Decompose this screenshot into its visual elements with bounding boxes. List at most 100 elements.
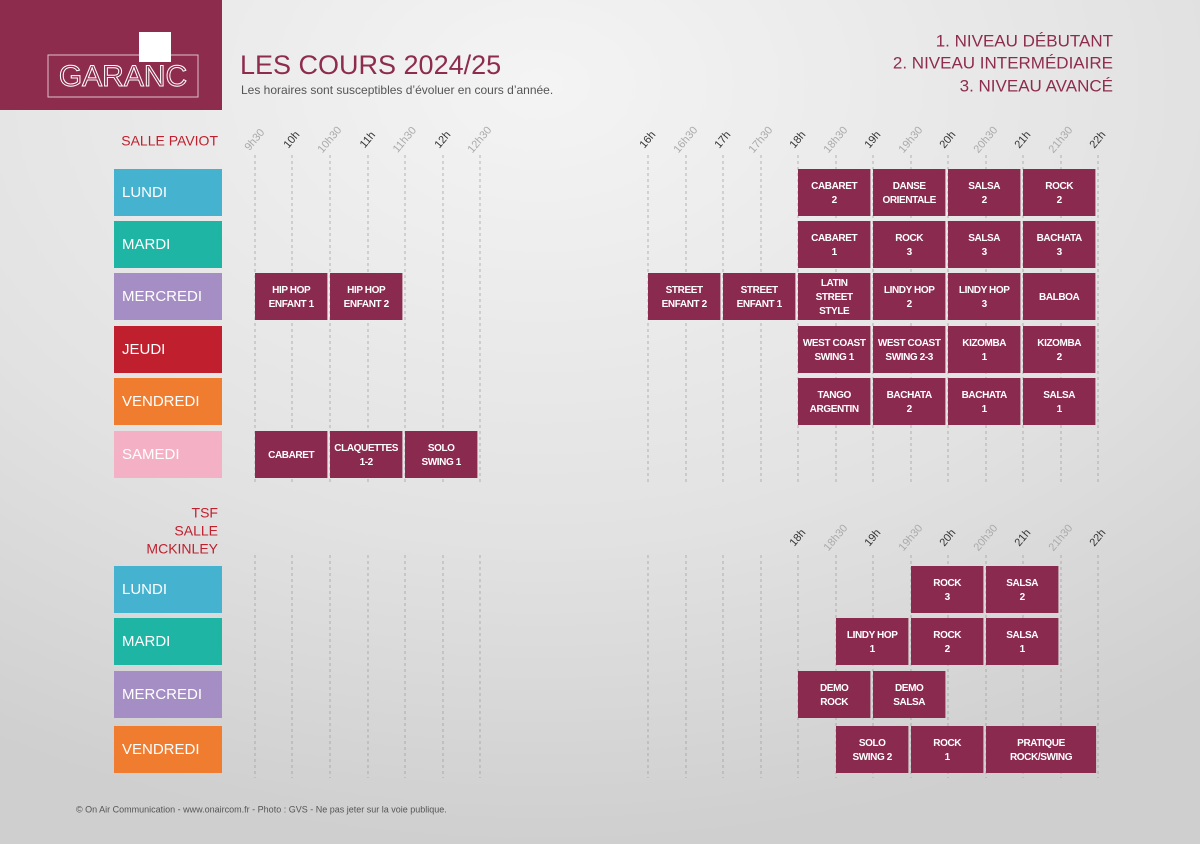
day-cell [114, 169, 222, 216]
class-line: SALSA [968, 233, 1000, 244]
class-name: ROCK 3 [895, 233, 924, 258]
class-cell [723, 273, 796, 320]
class-line: SWING 1 [814, 352, 854, 363]
day-name: JEUDI [122, 341, 165, 358]
class-line: LINDY HOP [884, 285, 935, 296]
class-name: BACHATA 1 [962, 390, 1007, 415]
class-cell [836, 618, 909, 665]
class-cell [405, 431, 478, 478]
footer: © On Air Communication - www.onaircom.fr… [76, 804, 447, 814]
class-line: 2 [1020, 592, 1026, 603]
subtitle: Les horaires sont susceptibles d’évoluer… [241, 83, 553, 97]
class-cell [873, 221, 946, 268]
day-cell [114, 618, 222, 665]
class-cell [911, 566, 984, 613]
class-cell [330, 273, 403, 320]
class-name: TANGO ARGENTIN [810, 390, 859, 415]
class-line: BACHATA [887, 390, 932, 401]
class-line: CABARET [268, 450, 314, 461]
class-cell [986, 566, 1059, 613]
class-line: WEST COAST [803, 338, 866, 349]
class-line: 3 [1057, 247, 1063, 258]
class-name: CLAQUETTES 1-2 [334, 443, 399, 468]
class-line: ROCK [895, 233, 924, 244]
class-line: BACHATA [1037, 233, 1082, 244]
class-line: ROCK [820, 697, 849, 708]
class-cell [255, 273, 328, 320]
class-line: KIZOMBA [962, 338, 1006, 349]
class-name: LINDY HOP 1 [847, 630, 898, 655]
class-name: HIP HOP ENFANT 1 [269, 285, 315, 310]
day-cell [114, 431, 222, 478]
class-cell [873, 326, 946, 373]
class-name: ROCK 2 [933, 630, 962, 655]
class-line: BACHATA [962, 390, 1007, 401]
day-name: MERCREDI [122, 288, 202, 305]
day-cell [114, 671, 222, 718]
class-line: 1 [1020, 644, 1026, 655]
class-line: 2 [1057, 352, 1063, 363]
day-name: MARDI [122, 633, 170, 650]
class-line: 2 [907, 404, 913, 415]
class-cell [948, 221, 1021, 268]
class-name: SALSA 1 [1006, 630, 1038, 655]
level: 3. NIVEAU AVANCÉ [960, 76, 1113, 95]
class-line: 1 [832, 247, 838, 258]
class-line: SWING 2 [852, 752, 892, 763]
class-name: BACHATA 3 [1037, 233, 1082, 258]
class-line: SWING 1 [421, 457, 461, 468]
class-name: LINDY HOP 3 [959, 285, 1010, 310]
class-cell [986, 618, 1059, 665]
class-line: HIP HOP [347, 285, 386, 296]
class-line: ROCK [933, 738, 962, 749]
class-name: DANSE ORIENTALE [882, 181, 936, 206]
class-name: DEMO SALSA [893, 683, 925, 708]
class-line: DANSE [893, 181, 927, 192]
day-cell [114, 726, 222, 773]
class-name: CABARET 2 [811, 181, 857, 206]
class-name: CABARET 1 [811, 233, 857, 258]
section-label: MCKINLEY [146, 541, 218, 557]
class-line: 2 [832, 195, 838, 206]
class-line: LINDY HOP [959, 285, 1010, 296]
class-name: ROCK 3 [933, 578, 962, 603]
class-cell [798, 169, 871, 216]
class-line: ROCK [933, 578, 962, 589]
section-label: SALLE PAVIOT [121, 133, 218, 149]
class-name: BALBOA [1039, 292, 1080, 303]
class-cell [836, 726, 909, 773]
class-line: DEMO [895, 683, 924, 694]
class-name: SALSA 3 [968, 233, 1000, 258]
class-name: KIZOMBA 2 [1037, 338, 1081, 363]
class-name: DEMO ROCK [820, 683, 849, 708]
class-name: SALSA 2 [968, 181, 1000, 206]
class-cell [873, 378, 946, 425]
class-cell [986, 726, 1097, 773]
class-line: ROCK/SWING [1010, 752, 1073, 763]
class-cell [1023, 273, 1096, 320]
class-line: DEMO [820, 683, 849, 694]
day-name: LUNDI [122, 184, 167, 201]
class-line: 1-2 [360, 457, 374, 468]
class-name: CABARET [268, 450, 314, 461]
class-name: BACHATA 2 [887, 390, 932, 415]
class-cell [911, 726, 984, 773]
class-cell [948, 378, 1021, 425]
class-line: KIZOMBA [1037, 338, 1081, 349]
class-line: HIP HOP [272, 285, 311, 296]
class-line: 1 [982, 404, 988, 415]
class-line: PRATIQUE [1017, 738, 1065, 749]
class-line: ARGENTIN [810, 404, 859, 415]
day-cell [114, 326, 222, 373]
class-line: 2 [982, 195, 988, 206]
class-line: 3 [982, 247, 988, 258]
class-cell [911, 618, 984, 665]
class-line: SOLO [859, 738, 886, 749]
day-cell [114, 378, 222, 425]
class-name: WEST COAST SWING 1 [803, 338, 866, 363]
title: LES COURS 2024/25 [240, 50, 501, 80]
class-line: SALSA [893, 697, 925, 708]
class-line: CLAQUETTES [334, 443, 399, 454]
class-line: 3 [907, 247, 913, 258]
class-line: ROCK [933, 630, 962, 641]
